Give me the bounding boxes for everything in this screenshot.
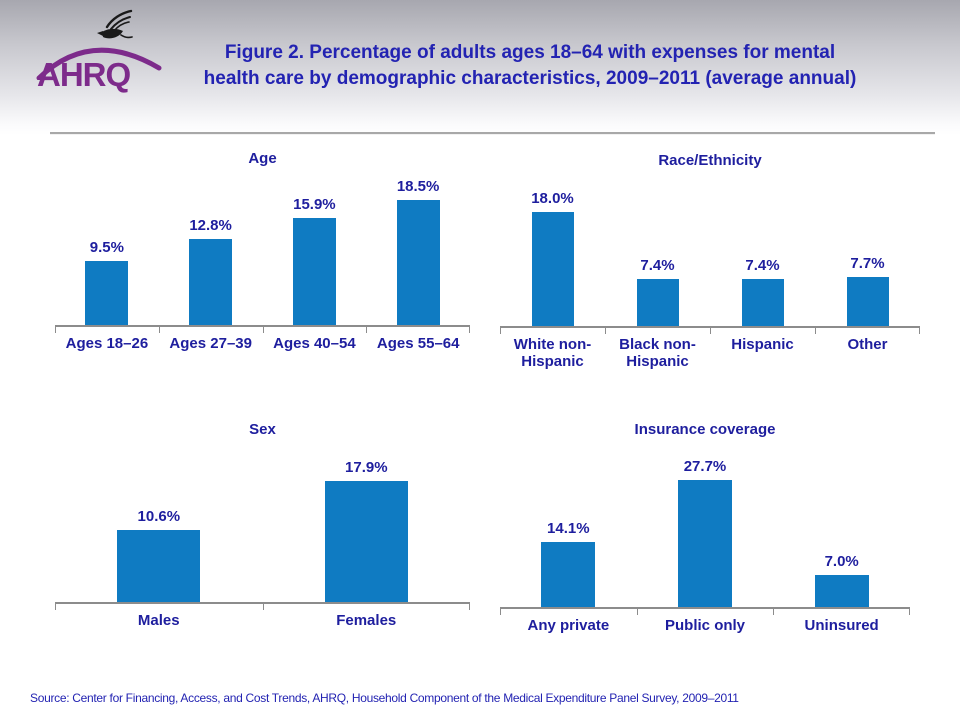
axis-tick xyxy=(909,609,910,615)
category-labels-sex: Males Females xyxy=(55,612,470,652)
axis-tick xyxy=(773,609,775,615)
value-label-males: 10.6% xyxy=(137,508,181,525)
ahrq-logo-text: AHRQ xyxy=(37,56,131,93)
source-note: Source: Center for Financing, Access, an… xyxy=(30,691,739,705)
bar-any-private xyxy=(541,542,596,607)
value-label-other: 7.7% xyxy=(850,255,885,272)
ahrq-swoosh-icon xyxy=(36,47,162,80)
axis-tick xyxy=(710,328,711,334)
axis-tick xyxy=(55,604,56,610)
bar-females xyxy=(324,481,408,602)
axis-tick xyxy=(55,327,56,333)
axis-tick xyxy=(469,327,470,333)
value-label-ages-18-26: 9.5% xyxy=(89,239,124,256)
plot-area-insurance-coverage: 14.1% 27.7% 7.0% xyxy=(500,442,910,615)
axis-tick xyxy=(919,328,920,334)
chart-title-race-ethnicity: Race/Ethnicity xyxy=(658,152,762,169)
ahrq-logo: AHRQ xyxy=(35,4,165,104)
chart-title-sex: Sex xyxy=(249,421,276,438)
category-labels-age: Ages 18–26 Ages 27–39 Ages 40–54 Ages 55–64 xyxy=(55,335,470,375)
category-label-males: Males xyxy=(137,612,180,629)
bar-other xyxy=(846,277,889,326)
category-label-ages-55-64: Ages 55–64 xyxy=(376,335,460,352)
axis-tick xyxy=(500,609,501,615)
axis-tick xyxy=(158,327,160,333)
value-label-black-non-hispanic: 7.4% xyxy=(640,257,675,274)
value-label-hispanic: 7.4% xyxy=(745,257,780,274)
axis-tick xyxy=(262,604,264,610)
category-label-any-private: Any private xyxy=(527,617,610,634)
bar-hispanic xyxy=(741,279,784,326)
bar-black-non-hispanic xyxy=(636,279,679,326)
bar-ages-18-26 xyxy=(85,261,129,325)
plot-area-age: 9.5% 12.8% 15.9% 18.5% xyxy=(55,171,470,333)
category-label-hispanic: Hispanic xyxy=(731,336,794,353)
category-label-white-non-hispanic: White non-Hispanic xyxy=(513,336,592,370)
bar-ages-55-64 xyxy=(396,200,440,325)
value-label-ages-55-64: 18.5% xyxy=(396,178,440,195)
value-label-ages-40-54: 15.9% xyxy=(293,196,336,213)
chart-age: Age 9.5% 12.8% 15.9% 18.5% Ages 18–26 Ages 2… xyxy=(55,150,470,375)
category-label-ages-18-26: Ages 18–26 xyxy=(65,335,149,352)
category-label-uninsured: Uninsured xyxy=(804,617,879,634)
header-band: AHRQ Figure 2. Percentage of adults ages… xyxy=(0,0,960,135)
category-label-other: Other xyxy=(847,336,888,353)
chart-race-ethnicity: Race/Ethnicity 18.0% 7.4% 7.4% 7.7% White n… xyxy=(500,152,920,376)
bar-public-only xyxy=(678,480,732,607)
category-label-public-only: Public only xyxy=(665,617,746,634)
hhs-eagle-icon xyxy=(97,9,133,39)
bar-ages-40-54 xyxy=(292,218,336,325)
axis-tick xyxy=(636,609,638,615)
bar-uninsured xyxy=(814,575,869,607)
bar-white-non-hispanic xyxy=(531,212,574,326)
axis-tick xyxy=(469,604,470,610)
axis-tick xyxy=(815,328,816,334)
axis-tick xyxy=(605,328,606,334)
header-divider xyxy=(50,132,935,135)
value-label-ages-27-39: 12.8% xyxy=(189,217,232,234)
value-label-any-private: 14.1% xyxy=(547,520,590,537)
chart-sex: Sex 10.6% 17.9% Males Females xyxy=(55,421,470,652)
value-label-uninsured: 7.0% xyxy=(824,553,859,570)
bar-ages-27-39 xyxy=(189,239,233,325)
axis-tick xyxy=(500,328,501,334)
figure-title-line2: health care by demographic characteristi… xyxy=(203,68,857,89)
chart-title-age: Age xyxy=(248,150,277,167)
value-label-white-non-hispanic: 18.0% xyxy=(531,190,574,207)
category-label-ages-40-54: Ages 40–54 xyxy=(273,335,356,352)
chart-insurance-coverage: Insurance coverage 14.1% 27.7% 7.0% Any pr… xyxy=(500,421,910,657)
value-label-females: 17.9% xyxy=(345,459,388,476)
category-label-ages-27-39: Ages 27–39 xyxy=(169,335,252,352)
category-labels-insurance-coverage: Any private Public only Uninsured xyxy=(500,617,910,657)
category-label-black-non-hispanic: Black non-Hispanic xyxy=(619,336,696,370)
bar-males xyxy=(117,530,201,602)
figure-title-line1: Figure 2. Percentage of adults ages 18–6… xyxy=(224,42,836,63)
chart-title-insurance-coverage: Insurance coverage xyxy=(634,421,776,438)
axis-tick xyxy=(262,327,264,333)
value-label-public-only: 27.7% xyxy=(683,458,727,475)
plot-area-sex: 10.6% 17.9% xyxy=(55,442,470,610)
category-labels-race-ethnicity: White non-Hispanic Black non-Hispanic Hisp… xyxy=(500,336,920,376)
axis-tick xyxy=(366,327,368,333)
figure-title: Figure 2. Percentage of adults ages 18–6… xyxy=(150,40,910,92)
plot-area-race-ethnicity: 18.0% 7.4% 7.4% 7.7% xyxy=(500,173,920,334)
category-label-females: Females xyxy=(336,612,397,629)
